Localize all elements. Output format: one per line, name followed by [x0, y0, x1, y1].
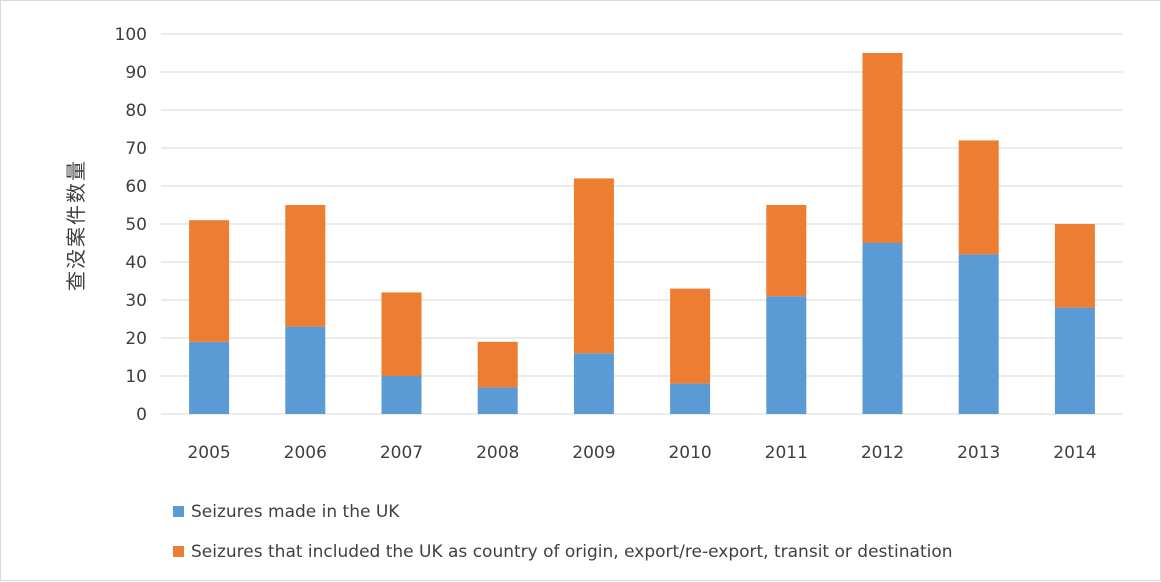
bar-uk-related-seizures-2009	[573, 178, 614, 354]
x-tick-label: 2011	[765, 443, 808, 463]
y-tick-label: 50	[125, 215, 147, 235]
y-tick-label: 20	[125, 329, 147, 349]
y-tick-label: 10	[125, 367, 147, 387]
bar-uk-related-seizures-2007	[381, 292, 422, 376]
bar-uk-seizures-2005	[189, 341, 230, 414]
bar-uk-related-seizures-2011	[766, 205, 807, 297]
bar-uk-seizures-2008	[477, 387, 518, 414]
bar-uk-seizures-2010	[670, 383, 711, 414]
x-tick-label: 2005	[187, 443, 230, 463]
legend-swatch-orange	[173, 546, 184, 557]
bar-uk-related-seizures-2005	[189, 220, 230, 342]
bar-uk-seizures-2012	[862, 243, 903, 414]
y-tick-label: 80	[125, 101, 147, 121]
x-tick-label: 2012	[861, 443, 904, 463]
bar-uk-seizures-2006	[285, 326, 326, 414]
x-tick-label: 2013	[957, 443, 1000, 463]
y-tick-label: 90	[125, 63, 147, 83]
bar-uk-related-seizures-2006	[285, 205, 326, 327]
bar-uk-related-seizures-2013	[958, 140, 999, 255]
y-tick-label: 0	[136, 405, 147, 425]
bar-uk-seizures-2011	[766, 296, 807, 414]
x-tick-label: 2006	[284, 443, 327, 463]
y-tick-label: 70	[125, 139, 147, 159]
bar-uk-seizures-2007	[381, 376, 422, 414]
legend-label: Seizures made in the UK	[191, 502, 400, 522]
bar-uk-seizures-2014	[1054, 307, 1095, 414]
y-axis-label: 查没案件数量	[64, 159, 88, 291]
x-tick-label: 2008	[476, 443, 519, 463]
bars	[189, 53, 1095, 414]
x-tick-label: 2009	[572, 443, 615, 463]
bar-uk-seizures-2009	[573, 353, 614, 414]
y-tick-label: 30	[125, 291, 147, 311]
bar-uk-related-seizures-2012	[862, 53, 903, 243]
bar-uk-related-seizures-2010	[670, 288, 711, 384]
legend-swatch-blue	[173, 506, 184, 517]
y-tick-label: 60	[125, 177, 147, 197]
bar-uk-related-seizures-2008	[477, 341, 518, 388]
bar-uk-related-seizures-2014	[1054, 224, 1095, 308]
legend-label: Seizures that included the UK as country…	[191, 542, 953, 562]
x-tick-label: 2014	[1053, 443, 1096, 463]
x-tick-label: 2007	[380, 443, 423, 463]
x-tick-label: 2010	[668, 443, 711, 463]
bar-uk-seizures-2013	[958, 254, 999, 414]
y-tick-label: 100	[115, 25, 147, 45]
legend-item-uk-seizures: Seizures made in the UK	[173, 502, 399, 522]
y-tick-label: 40	[125, 253, 147, 273]
y-axis-ticks: 0 10 20 30 40 50 60 70 80 90 100	[115, 25, 147, 425]
x-axis-ticks: 2005 2006 2007 2008 2009 2010 2011 2012 2013 2014	[187, 443, 1096, 463]
legend-item-uk-related-seizures: Seizures that included the UK as country…	[173, 542, 953, 562]
